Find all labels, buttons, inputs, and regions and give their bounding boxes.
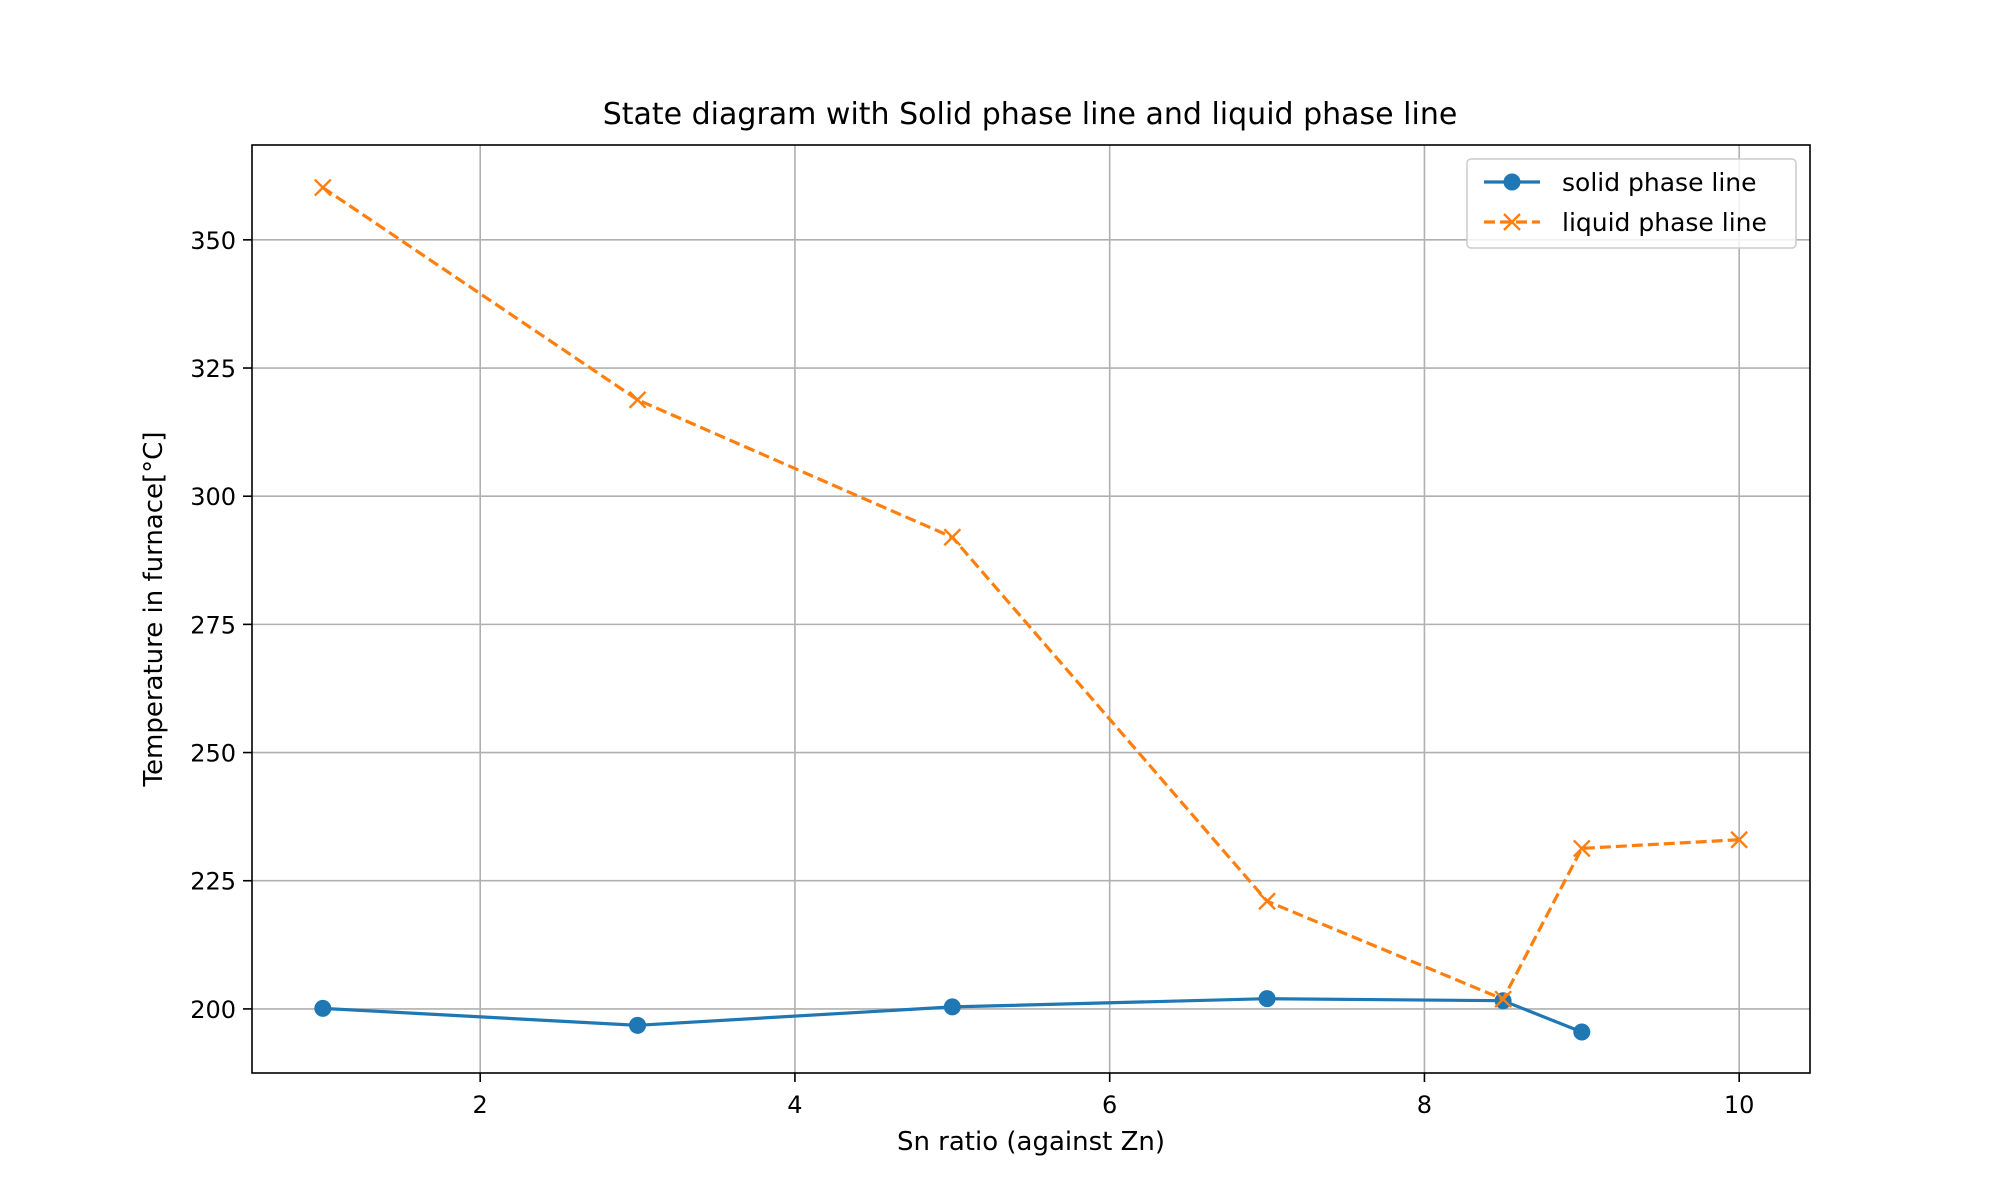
grid (252, 145, 1810, 1073)
liquid-phase-line-point (1258, 892, 1276, 911)
legend: solid phase line liquid phase line (1466, 158, 1797, 249)
liquid-phase-line-point (1730, 830, 1749, 849)
solid-phase-line-point (943, 998, 961, 1016)
legend-marker-solid-phase-line (1503, 173, 1521, 191)
y-tick-label: 250 (190, 740, 236, 768)
legend-label-solid-phase-line: solid phase line (1562, 168, 1757, 197)
y-tick-label: 225 (190, 868, 236, 896)
y-tick-label: 300 (190, 483, 236, 511)
legend-box (1466, 158, 1797, 249)
liquid-phase-line-point (1572, 839, 1591, 858)
x-tick-label: 8 (1417, 1091, 1432, 1119)
y-tick-label: 350 (190, 227, 236, 255)
y-tick-label: 325 (190, 355, 236, 383)
y-tick-label: 200 (190, 996, 236, 1024)
solid-phase-line-point (1573, 1023, 1591, 1041)
legend-entry-liquid-phase-line: liquid phase line (1484, 208, 1767, 237)
liquid-phase-line-point (313, 178, 332, 197)
legend-entries: solid phase line liquid phase line (1484, 168, 1767, 237)
solid-phase-line-line (322, 997, 1583, 1034)
y-tick-label: 275 (190, 611, 236, 639)
x-tick-label: 10 (1724, 1091, 1755, 1119)
x-axis-label: Sn ratio (against Zn) (897, 1127, 1165, 1157)
liquid-phase-line-point (628, 390, 647, 409)
series-layer (313, 178, 1749, 1041)
chart-title: State diagram with Solid phase line and … (603, 97, 1458, 132)
plot-frame (251, 144, 1811, 1074)
x-tick-label: 4 (787, 1091, 802, 1119)
y-axis-label: Temperature in furnace[°C] (139, 432, 169, 788)
x-tick-label: 6 (1102, 1091, 1117, 1119)
solid-phase-line-point (629, 1016, 647, 1034)
x-tick-label: 2 (473, 1091, 488, 1119)
solid-phase-line-point (1258, 990, 1276, 1008)
solid-phase-line-point (314, 999, 332, 1017)
series-liquid-phase-line (313, 178, 1749, 1009)
legend-marker-liquid-phase-line (1503, 213, 1521, 231)
legend-entry-solid-phase-line: solid phase line (1484, 168, 1757, 197)
axis-ticks: 2 4 6 8 10 200 225 250 275 300 325 350 (190, 227, 1754, 1119)
liquid-phase-line-point (1494, 990, 1512, 1009)
liquid-phase-line-point (943, 528, 962, 547)
legend-label-liquid-phase-line: liquid phase line (1562, 208, 1767, 237)
